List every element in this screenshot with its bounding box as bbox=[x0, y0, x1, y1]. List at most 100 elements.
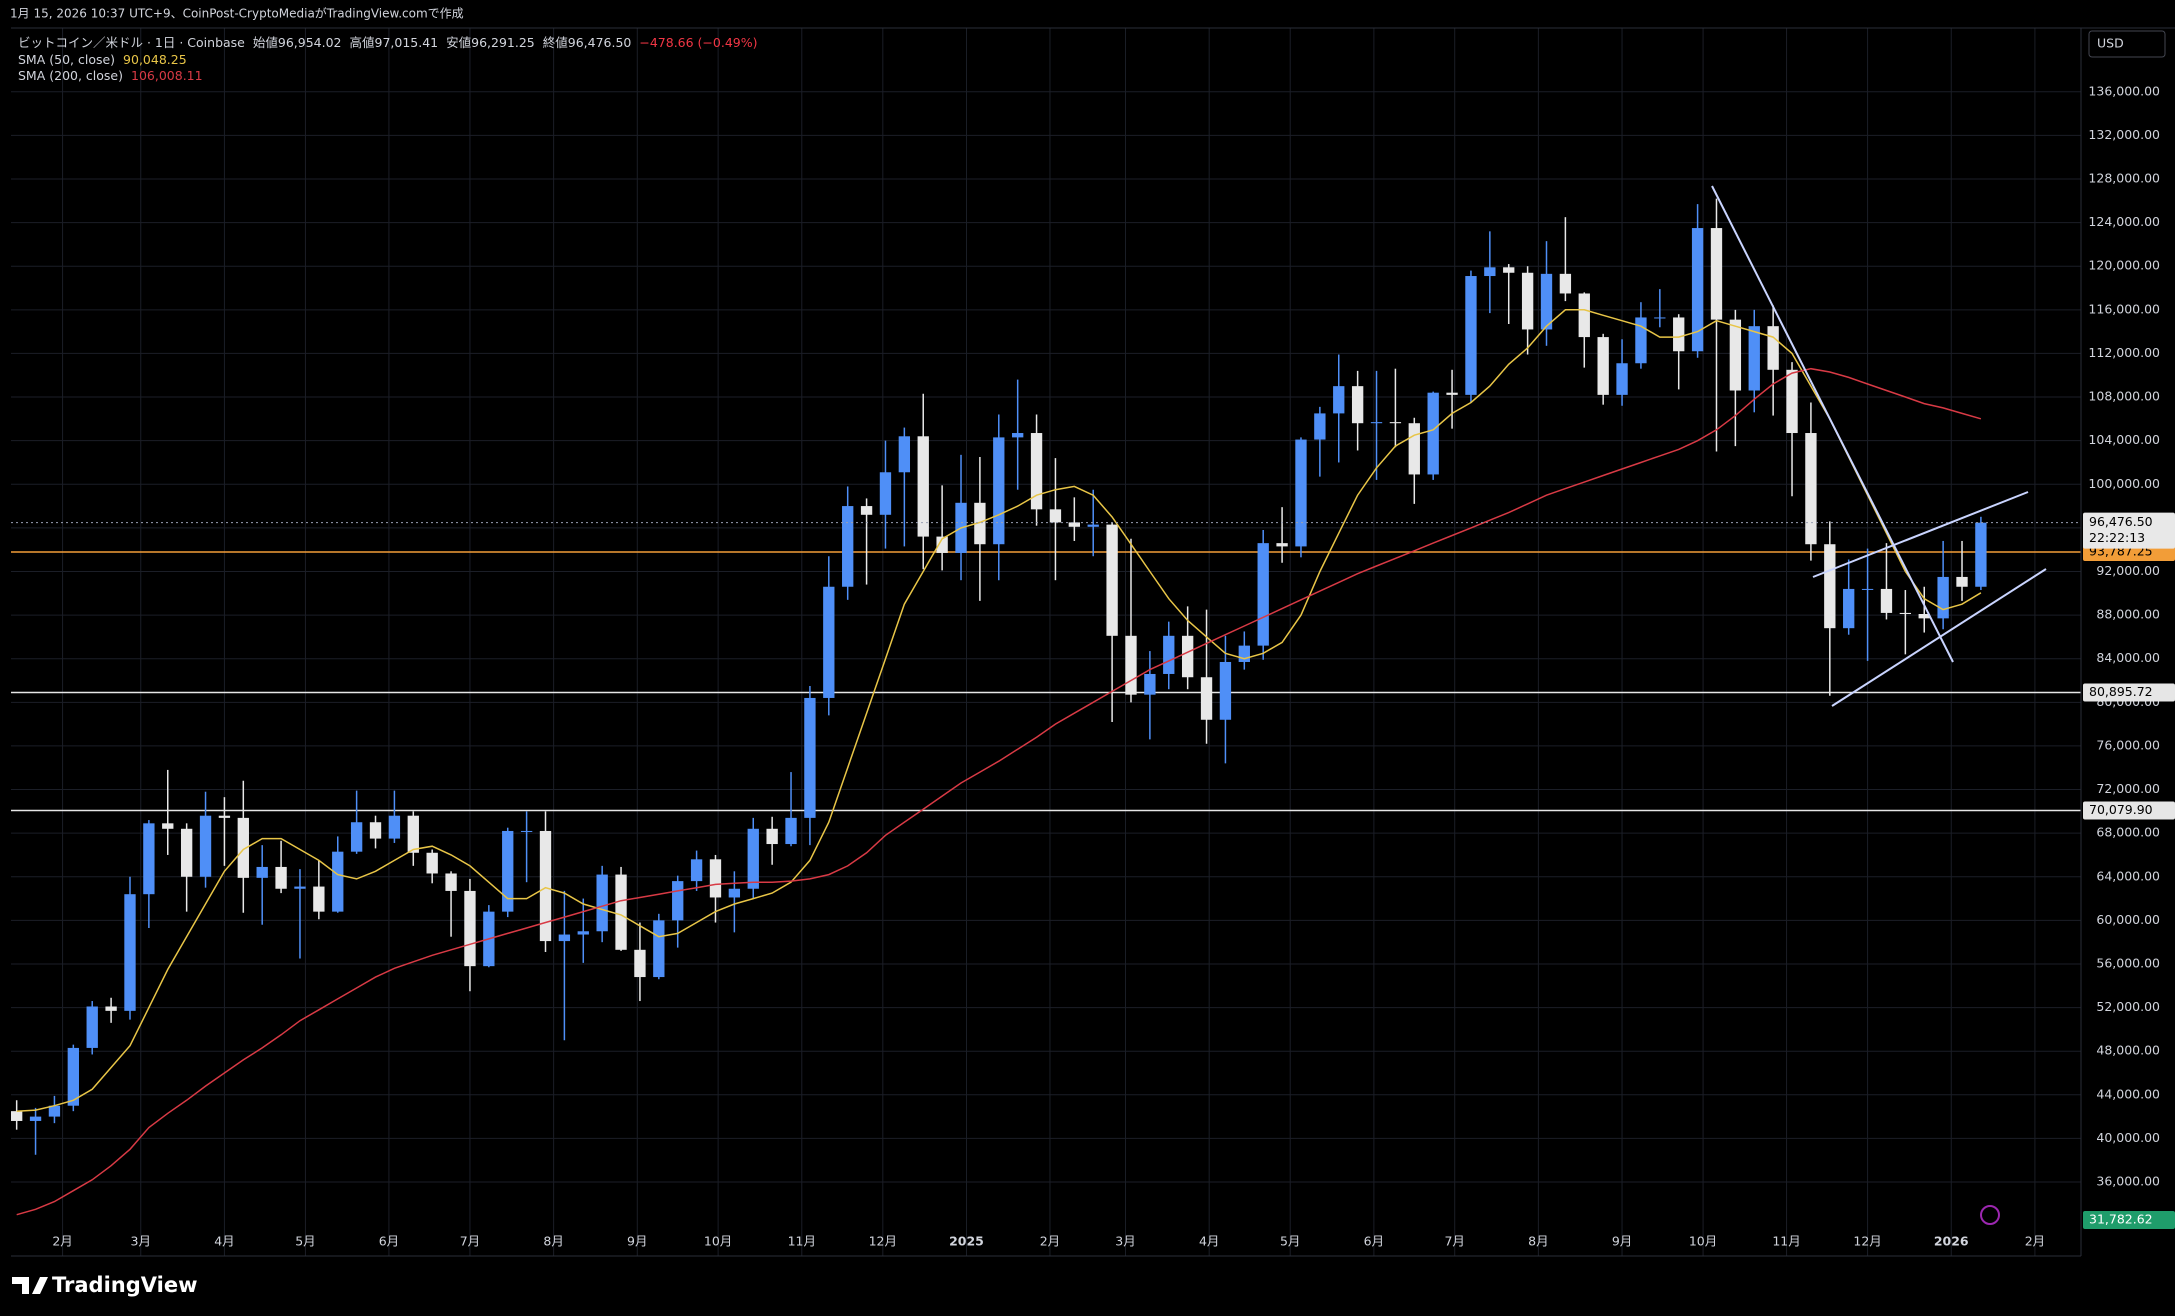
scale-bottom-label: 31,782.62 bbox=[2089, 1212, 2153, 1227]
x-tick-label: 2月 bbox=[52, 1234, 72, 1249]
y-tick-label: 56,000.00 bbox=[2096, 955, 2160, 970]
candle-body bbox=[445, 873, 457, 891]
candle-body bbox=[369, 822, 382, 839]
low: 安値96,291.25 bbox=[446, 35, 535, 50]
x-tick-label: 2026 bbox=[1934, 1234, 1969, 1249]
currency-button[interactable] bbox=[2088, 30, 2166, 58]
price-line-label: 70,079.90 bbox=[2089, 802, 2153, 817]
candle-body bbox=[275, 866, 287, 889]
y-tick-label: 108,000.00 bbox=[2088, 389, 2160, 404]
y-tick-label: 64,000.00 bbox=[2096, 868, 2160, 883]
candle-body bbox=[105, 1006, 117, 1011]
candle-body bbox=[1767, 326, 1779, 370]
candle-body bbox=[162, 823, 174, 829]
sma-line bbox=[16, 309, 1982, 1112]
y-tick-label: 52,000.00 bbox=[2096, 999, 2160, 1014]
symbol: ビットコイン／米ドル · 1日 · Coinbase 始値96,954.02 高値9… bbox=[18, 35, 758, 50]
candle-body bbox=[690, 859, 703, 882]
alert-icon[interactable] bbox=[1980, 1205, 2000, 1225]
y-tick-label: 88,000.00 bbox=[2096, 607, 2160, 622]
candle-body bbox=[672, 881, 684, 921]
candle-body bbox=[1654, 317, 1666, 319]
candle-body bbox=[313, 886, 325, 912]
candle-body bbox=[1087, 524, 1099, 527]
candle-body bbox=[237, 817, 249, 878]
candle-body bbox=[1729, 319, 1742, 391]
candle-body bbox=[1012, 433, 1024, 438]
candle-body bbox=[1691, 228, 1704, 352]
candle-body bbox=[1068, 522, 1080, 527]
countdown: 22:22:13 bbox=[2089, 530, 2145, 545]
candle-body bbox=[1427, 392, 1439, 475]
candle-body bbox=[29, 1116, 42, 1121]
x-tick-label: 3月 bbox=[1115, 1234, 1135, 1249]
candle-body bbox=[1465, 276, 1477, 395]
x-tick-label: 7月 bbox=[1444, 1234, 1464, 1249]
legend-name: SMA (50, close) bbox=[18, 52, 115, 67]
x-tick-label: 2月 bbox=[2025, 1234, 2045, 1249]
x-tick-label: 7月 bbox=[460, 1234, 480, 1249]
legend-entry: SMA (50, close) 90,048.25 bbox=[18, 52, 187, 67]
close: 終値96,476.50 bbox=[543, 35, 632, 50]
candle-body bbox=[1125, 635, 1137, 695]
x-tick-label: 2月 bbox=[1040, 1234, 1060, 1249]
candle-body bbox=[294, 886, 306, 889]
x-tick-label: 11月 bbox=[788, 1234, 816, 1249]
candle-body bbox=[785, 817, 797, 845]
candle-body bbox=[860, 506, 873, 515]
candle-body bbox=[502, 830, 514, 912]
candle-body bbox=[1578, 293, 1590, 338]
y-tick-label: 120,000.00 bbox=[2088, 258, 2160, 273]
legend-value: 106,008.11 bbox=[131, 68, 203, 83]
y-tick-label: 132,000.00 bbox=[2088, 127, 2160, 142]
x-tick-label: 2025 bbox=[949, 1234, 984, 1249]
y-tick-label: 112,000.00 bbox=[2088, 345, 2160, 360]
candle-body bbox=[936, 536, 948, 553]
candle-body bbox=[993, 437, 1005, 545]
candle-body bbox=[1880, 588, 1893, 613]
open: 始値96,954.02 bbox=[253, 35, 342, 50]
price-line-label: 80,895.72 bbox=[2089, 684, 2153, 699]
candle-body bbox=[917, 436, 929, 537]
axes: 36,000.00 40,000.00 44,000.00 48,000.00 52,0… bbox=[52, 83, 2175, 1249]
x-tick-label: 3月 bbox=[131, 1234, 151, 1249]
x-tick-label: 6月 bbox=[379, 1234, 399, 1249]
legend-value: 90,048.25 bbox=[123, 52, 187, 67]
candle-body bbox=[1805, 433, 1817, 545]
y-tick-label: 124,000.00 bbox=[2088, 214, 2160, 229]
x-tick-label: 12月 bbox=[1853, 1234, 1881, 1249]
y-tick-label: 36,000.00 bbox=[2096, 1174, 2160, 1189]
high: 高値97,015.41 bbox=[350, 35, 439, 50]
last-price-label: 96,476.50 bbox=[2089, 514, 2153, 529]
candle-body bbox=[728, 888, 741, 898]
candle-body bbox=[1899, 612, 1912, 615]
y-tick-label: 104,000.00 bbox=[2088, 432, 2160, 447]
candle-body bbox=[766, 828, 778, 845]
candle-body bbox=[1748, 326, 1760, 391]
candle-body bbox=[823, 586, 835, 698]
x-tick-label: 10月 bbox=[704, 1234, 732, 1249]
x-tick-label: 12月 bbox=[869, 1234, 897, 1249]
candle-body bbox=[1918, 614, 1930, 619]
y-tick-label: 92,000.00 bbox=[2096, 563, 2160, 578]
y-tick-label: 60,000.00 bbox=[2096, 912, 2160, 927]
y-tick-label: 84,000.00 bbox=[2096, 650, 2160, 665]
logo bbox=[12, 1277, 48, 1294]
candle-body bbox=[842, 506, 854, 587]
candle-body bbox=[653, 920, 665, 978]
legend-entry: SMA (200, close) 106,008.11 bbox=[18, 68, 203, 83]
symbol-name: ビットコイン／米ドル · 1日 · Coinbase bbox=[18, 35, 245, 50]
x-tick-label: 9月 bbox=[1612, 1234, 1632, 1249]
candle-body bbox=[407, 815, 419, 853]
candle-body bbox=[1163, 635, 1175, 674]
scale-bottom-label-box bbox=[2083, 1211, 2175, 1229]
candle-body bbox=[1559, 273, 1572, 294]
channel-upper bbox=[1812, 491, 2029, 578]
candle-body bbox=[1200, 677, 1213, 720]
channel-lower bbox=[1831, 568, 2047, 707]
candle-body bbox=[143, 823, 155, 895]
candle-body bbox=[1786, 369, 1798, 434]
candle-body bbox=[558, 934, 571, 942]
candle-body bbox=[256, 866, 268, 878]
